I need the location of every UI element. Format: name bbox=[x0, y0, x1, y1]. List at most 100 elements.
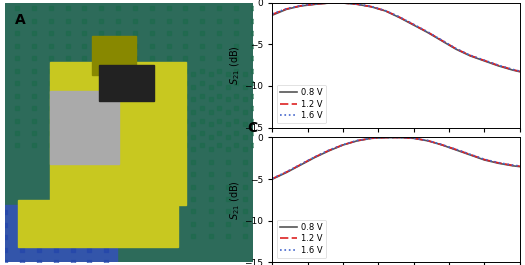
1.6 V bbox=[284, 170, 290, 173]
0.8 V bbox=[439, 39, 445, 42]
1.2 V bbox=[340, 143, 346, 146]
1.6 V bbox=[510, 164, 516, 167]
1.6 V bbox=[453, 148, 459, 151]
1.2 V bbox=[411, 23, 417, 26]
1.2 V bbox=[439, 143, 445, 146]
0.8 V bbox=[517, 70, 523, 73]
1.6 V bbox=[396, 136, 403, 139]
0.8 V bbox=[439, 143, 445, 147]
0.8 V bbox=[298, 5, 304, 8]
1.6 V bbox=[326, 1, 332, 5]
0.8 V bbox=[284, 171, 290, 174]
1.6 V bbox=[411, 136, 417, 140]
Bar bbox=[18, 200, 179, 247]
1.6 V bbox=[269, 12, 276, 15]
0.8 V bbox=[284, 8, 290, 11]
1.2 V bbox=[284, 7, 290, 11]
1.6 V bbox=[354, 3, 360, 6]
1.6 V bbox=[269, 177, 276, 180]
1.2 V bbox=[354, 3, 360, 6]
1.6 V bbox=[340, 143, 346, 146]
0.8 V bbox=[453, 148, 459, 152]
1.2 V bbox=[382, 9, 388, 12]
1.2 V bbox=[425, 31, 431, 34]
1.6 V bbox=[439, 143, 445, 146]
1.6 V bbox=[517, 164, 523, 167]
1.6 V bbox=[326, 149, 332, 152]
0.8 V bbox=[382, 9, 388, 12]
1.6 V bbox=[481, 59, 488, 62]
1.2 V bbox=[481, 158, 488, 161]
1.6 V bbox=[517, 69, 523, 73]
1.6 V bbox=[298, 4, 304, 7]
1.6 V bbox=[467, 153, 474, 156]
1.2 V bbox=[467, 153, 474, 156]
1.6 V bbox=[382, 9, 388, 12]
1.6 V bbox=[354, 139, 360, 142]
1.2 V bbox=[368, 5, 374, 8]
1.6 V bbox=[382, 136, 388, 139]
0.8 V bbox=[368, 5, 374, 8]
Bar bbox=[50, 62, 186, 205]
1.2 V bbox=[368, 137, 374, 140]
1.6 V bbox=[425, 30, 431, 34]
0.8 V bbox=[510, 164, 516, 167]
0.8 V bbox=[481, 59, 488, 63]
1.2 V bbox=[496, 64, 502, 67]
1.2 V bbox=[284, 170, 290, 174]
1.2 V bbox=[453, 47, 459, 50]
1.6 V bbox=[284, 7, 290, 10]
0.8 V bbox=[326, 149, 332, 152]
0.8 V bbox=[340, 2, 346, 5]
0.8 V bbox=[269, 14, 276, 17]
1.2 V bbox=[481, 59, 488, 62]
1.2 V bbox=[312, 156, 318, 159]
1.6 V bbox=[453, 47, 459, 50]
1.6 V bbox=[439, 39, 445, 42]
1.2 V bbox=[396, 16, 403, 19]
0.8 V bbox=[467, 54, 474, 58]
1.6 V bbox=[368, 5, 374, 8]
1.6 V bbox=[425, 139, 431, 142]
Y-axis label: $S_{21}$ (dB): $S_{21}$ (dB) bbox=[228, 180, 242, 220]
1.6 V bbox=[467, 54, 474, 57]
Bar bbox=[92, 36, 136, 75]
0.8 V bbox=[298, 163, 304, 167]
1.6 V bbox=[481, 158, 488, 161]
1.2 V bbox=[496, 161, 502, 165]
1.6 V bbox=[298, 163, 304, 166]
0.8 V bbox=[354, 3, 360, 6]
Y-axis label: $S_{21}$ (dB): $S_{21}$ (dB) bbox=[228, 45, 242, 85]
0.8 V bbox=[496, 162, 502, 165]
1.2 V bbox=[298, 163, 304, 166]
Line: 0.8 V: 0.8 V bbox=[272, 3, 520, 72]
0.8 V bbox=[425, 31, 431, 34]
Bar bbox=[5, 205, 117, 262]
1.6 V bbox=[396, 15, 403, 19]
1.2 V bbox=[510, 68, 516, 71]
0.8 V bbox=[481, 158, 488, 162]
1.2 V bbox=[382, 136, 388, 139]
0.8 V bbox=[453, 48, 459, 51]
0.8 V bbox=[517, 165, 523, 168]
0.8 V bbox=[396, 136, 403, 139]
0.8 V bbox=[411, 24, 417, 27]
0.8 V bbox=[269, 178, 276, 181]
Text: C: C bbox=[248, 121, 258, 135]
0.8 V bbox=[312, 3, 318, 6]
1.2 V bbox=[354, 139, 360, 142]
1.2 V bbox=[439, 39, 445, 42]
0.8 V bbox=[340, 143, 346, 147]
1.2 V bbox=[326, 149, 332, 152]
1.2 V bbox=[269, 177, 276, 180]
0.8 V bbox=[411, 137, 417, 140]
Bar bbox=[50, 91, 119, 164]
1.2 V bbox=[411, 137, 417, 140]
1.6 V bbox=[496, 64, 502, 67]
Line: 0.8 V: 0.8 V bbox=[272, 138, 520, 179]
1.2 V bbox=[517, 165, 523, 168]
1.2 V bbox=[453, 148, 459, 151]
1.2 V bbox=[326, 1, 332, 5]
Line: 1.2 V: 1.2 V bbox=[272, 138, 520, 179]
0.8 V bbox=[368, 137, 374, 140]
